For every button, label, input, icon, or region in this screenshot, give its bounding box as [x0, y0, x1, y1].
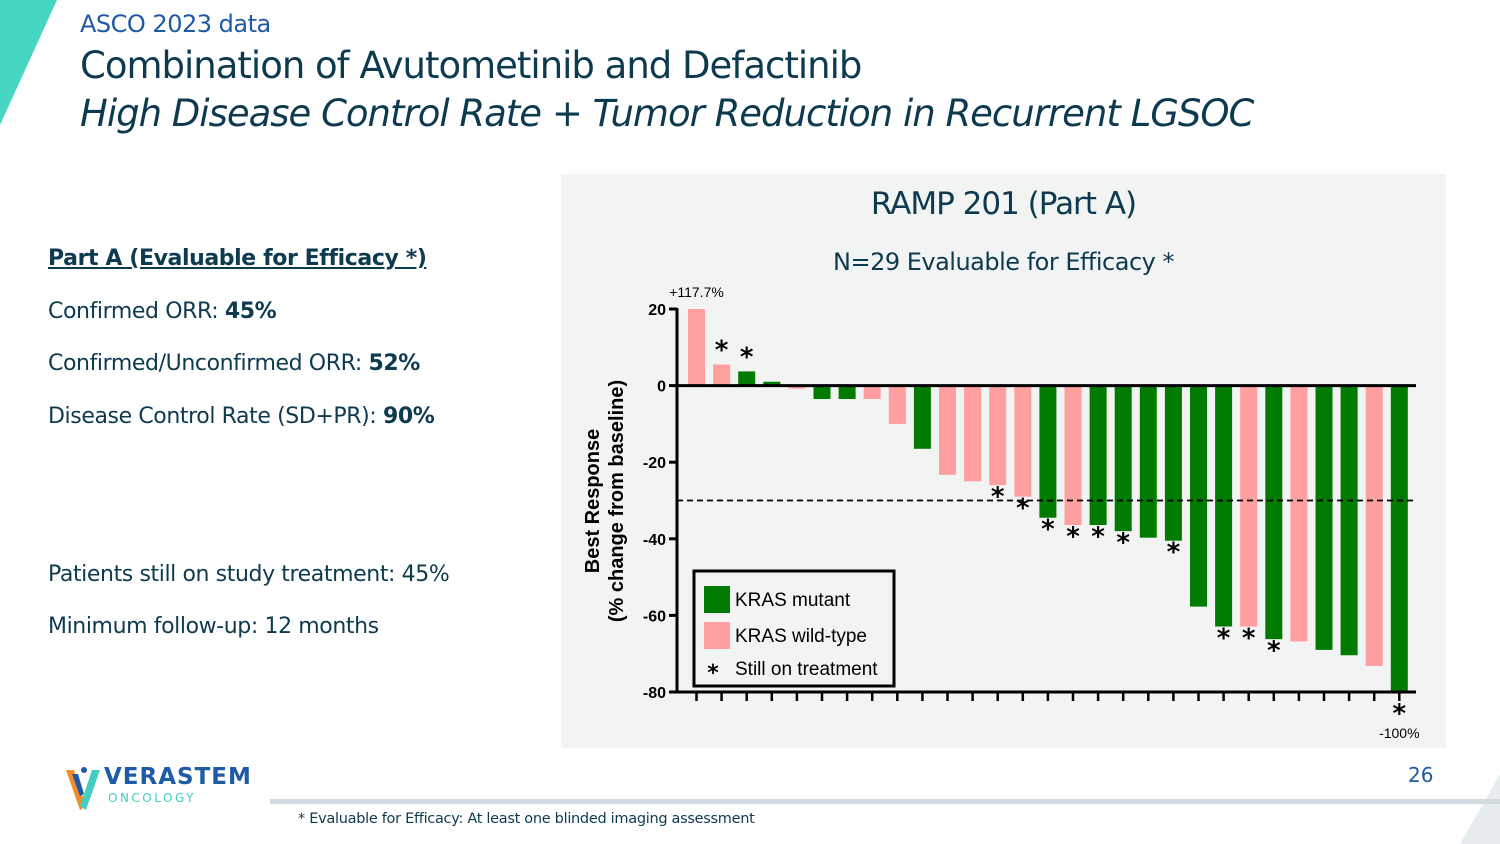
teal-corner-decoration: [0, 0, 57, 125]
y-axis-label: Best Response (% change from baseline): [582, 380, 628, 622]
on-treatment-marker: *: [1267, 636, 1281, 666]
bar-17: [1089, 385, 1107, 526]
summary-value: 90%: [382, 404, 435, 429]
bar-8: [863, 385, 881, 400]
on-treatment-marker: *: [1392, 699, 1406, 729]
waterfall-chart: +117.7%* ** ** * * * ** * **-100% 200-20-40-60-8…: [582, 284, 1420, 741]
verastem-v-icon: [66, 767, 100, 810]
summary-value: 45%: [224, 299, 277, 324]
y-tick-label: 20: [648, 302, 666, 319]
note-still-on-treatment: Patients still on study treatment: 45%: [48, 562, 450, 587]
bar-19: [1139, 385, 1157, 538]
bar-12: [964, 385, 982, 482]
summary-item-confirmed-unconfirmed-orr: Confirmed/Unconfirmed ORR: 52%: [48, 351, 420, 376]
bar-3: [738, 371, 756, 386]
y-axis-label-line-2: (% change from baseline): [606, 380, 628, 622]
bar-22: [1215, 385, 1233, 627]
on-treatment-marker: *: [740, 342, 754, 372]
bar-5: [788, 385, 806, 389]
on-treatment-marker: *: [991, 482, 1005, 512]
bar-value-label: +117.7%: [669, 284, 724, 300]
y-tick-label: -40: [643, 532, 666, 549]
summary-item-confirmed-orr: Confirmed ORR: 45%: [48, 299, 277, 324]
verastem-logo: VERASTEM ONCOLOGY: [64, 764, 264, 812]
on-treatment-marker: *: [1116, 528, 1130, 558]
bar-29: [1390, 385, 1408, 692]
bar-18: [1114, 385, 1132, 532]
chart-legend: KRAS mutant KRAS wild-type * Still on treat…: [692, 569, 896, 688]
bar-13: [989, 385, 1007, 486]
on-treatment-marker: *: [1041, 515, 1055, 545]
bar-21: [1190, 385, 1207, 607]
on-treatment-marker: *: [1016, 494, 1030, 524]
axis-layer: 20 0 -20 -40 -60 -80 Best Response (% change fr…: [582, 302, 1416, 702]
bar-1: [688, 309, 705, 386]
bar-23: [1240, 385, 1258, 627]
y-tick-label: 0: [657, 379, 666, 396]
bar-11: [939, 385, 956, 475]
bar-26: [1315, 385, 1333, 650]
corner-decoration: [1460, 774, 1500, 844]
logo-wordmark: VERASTEM: [104, 764, 252, 790]
legend-label-on_treatment: Still on treatment: [735, 659, 878, 680]
bar-2: [713, 364, 731, 386]
summary-label: Confirmed ORR:: [48, 299, 225, 324]
on-treatment-marker: *: [1091, 522, 1105, 552]
page-title: Combination of Avutometinib and Defactin…: [80, 44, 862, 87]
bar-24: [1265, 385, 1283, 640]
footnote: * Evaluable for Efficacy: At least one b…: [298, 811, 755, 827]
legend-label-wildtype: KRAS wild-type: [735, 626, 867, 647]
page-number: 26: [1408, 763, 1434, 787]
chart-title: RAMP 201 (Part A): [870, 186, 1137, 222]
y-tick-label: -80: [643, 685, 666, 702]
logo-subtext: ONCOLOGY: [108, 791, 196, 805]
note-minimum-follow-up: Minimum follow-up: 12 months: [48, 614, 379, 639]
bar-28: [1365, 385, 1383, 666]
legend-swatch-mutant: [704, 586, 730, 613]
bar-20: [1164, 385, 1182, 541]
legend-box: [692, 569, 896, 688]
bar-15: [1039, 385, 1057, 518]
on-treatment-marker: *: [1217, 624, 1231, 654]
y-tick-label: -60: [643, 608, 666, 625]
summary-value: 52%: [368, 351, 420, 376]
on-treatment-marker: *: [715, 336, 729, 366]
summary-heading: Part A (Evaluable for Efficacy *): [48, 246, 427, 271]
bar-9: [888, 385, 906, 424]
summary-label: Disease Control Rate (SD+PR):: [48, 404, 383, 429]
legend-asterisk-icon: *: [707, 661, 719, 686]
footer-divider: [270, 799, 1500, 804]
y-tick-label: -20: [643, 455, 666, 472]
bar-10: [913, 385, 931, 449]
bar-16: [1064, 385, 1082, 526]
on-treatment-marker: *: [1167, 538, 1181, 568]
on-treatment-marker: *: [1242, 624, 1256, 654]
bar-value-label: -100%: [1379, 725, 1419, 741]
bar-27: [1340, 385, 1358, 656]
legend-label-mutant: KRAS mutant: [735, 590, 851, 611]
bar-25: [1290, 385, 1308, 642]
bar-4: [763, 381, 781, 386]
summary-item-disease-control-rate: Disease Control Rate (SD+PR): 90%: [48, 404, 435, 429]
eyebrow-label: ASCO 2023 data: [80, 10, 271, 38]
on-treatment-marker: *: [1066, 522, 1080, 552]
chart-subtitle: N=29 Evaluable for Efficacy *: [833, 248, 1174, 276]
y-axis-label-line-1: Best Response: [582, 429, 604, 574]
summary-label: Confirmed/Unconfirmed ORR:: [48, 351, 369, 376]
page-subtitle: High Disease Control Rate + Tumor Reduct…: [80, 92, 1254, 135]
legend-swatch-wildtype: [704, 622, 730, 649]
bar-7: [838, 385, 856, 400]
bar-6: [813, 385, 831, 400]
bar-14: [1014, 385, 1032, 497]
waterfall-chart-panel: RAMP 201 (Part A) N=29 Evaluable for Eff…: [561, 174, 1446, 748]
